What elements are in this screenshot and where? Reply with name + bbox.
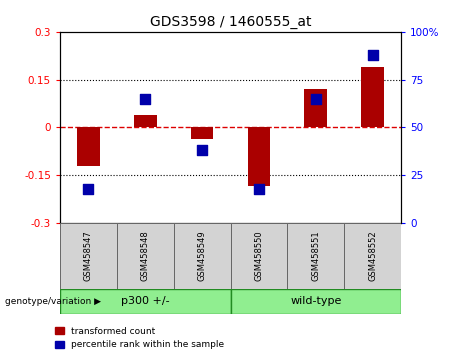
Text: GSM458552: GSM458552 [368, 230, 377, 281]
Text: wild-type: wild-type [290, 296, 342, 306]
Text: genotype/variation ▶: genotype/variation ▶ [5, 297, 100, 306]
Text: GSM458548: GSM458548 [141, 230, 150, 281]
Point [85, 186, 92, 192]
Bar [117, 223, 174, 289]
Bar [230, 223, 287, 289]
Bar [304, 89, 327, 127]
Bar [344, 223, 401, 289]
Title: GDS3598 / 1460555_at: GDS3598 / 1460555_at [150, 16, 311, 29]
Point [142, 96, 149, 102]
Bar [77, 127, 100, 166]
Point [198, 148, 206, 153]
Bar [287, 223, 344, 289]
Text: GSM458551: GSM458551 [311, 230, 320, 281]
Text: GSM458550: GSM458550 [254, 230, 263, 281]
Text: p300 +/-: p300 +/- [121, 296, 170, 306]
Point [369, 52, 376, 58]
Legend: transformed count, percentile rank within the sample: transformed count, percentile rank withi… [55, 327, 225, 349]
Bar [361, 67, 384, 127]
Bar [191, 127, 213, 139]
Bar [230, 289, 401, 314]
Point [255, 186, 263, 192]
Bar [60, 289, 230, 314]
Text: GSM458547: GSM458547 [84, 230, 93, 281]
Text: GSM458549: GSM458549 [198, 230, 207, 281]
Point [312, 96, 319, 102]
Bar [248, 127, 270, 186]
Bar [60, 223, 117, 289]
Bar [134, 115, 157, 127]
Bar [174, 223, 230, 289]
